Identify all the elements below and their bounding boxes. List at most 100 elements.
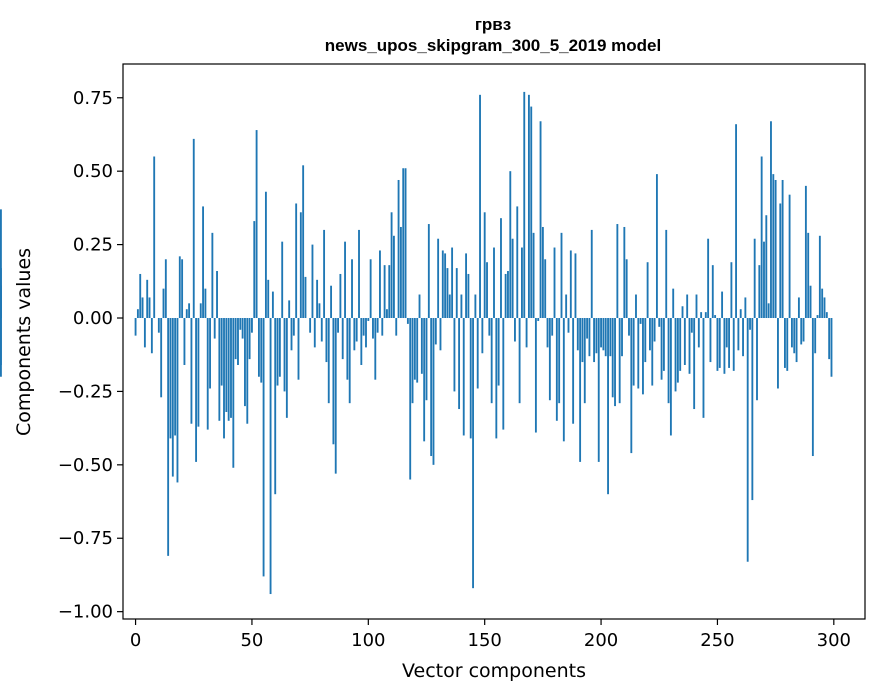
bar-22 — [185, 309, 188, 319]
bar-228 — [665, 229, 668, 319]
bar-60 — [274, 318, 277, 495]
bar-24 — [190, 318, 193, 424]
bar-171 — [532, 232, 535, 319]
bar-147 — [476, 318, 479, 389]
x-tick-label: 50 — [240, 630, 263, 651]
bar-178 — [548, 318, 551, 401]
bar-198 — [595, 318, 598, 354]
bar-132 — [441, 250, 444, 319]
bar-141 — [462, 318, 465, 436]
bar-164 — [516, 206, 519, 319]
bar-26 — [195, 318, 198, 462]
x-axis-label: Vector components — [402, 660, 586, 682]
bar-247 — [709, 318, 712, 363]
bar-294 — [818, 235, 821, 319]
bar-284 — [795, 318, 798, 363]
bar-78 — [316, 279, 319, 318]
bar-57 — [267, 279, 270, 318]
bar-46 — [241, 318, 244, 339]
bar-1 — [136, 309, 139, 319]
bar-73 — [304, 276, 307, 319]
bar-85 — [332, 318, 335, 445]
bar-117 — [406, 318, 409, 324]
y-axis-ticks: −1.00 −0.75 −0.50 −0.25 0.00 0.25 0.50 0.75 — [58, 88, 123, 623]
bar-63 — [281, 241, 284, 319]
y-tick-label: 0.50 — [73, 161, 113, 182]
bar-108 — [386, 309, 388, 319]
bar-52 — [255, 130, 258, 319]
bar-259 — [737, 318, 740, 351]
bar-18 — [176, 318, 179, 483]
bar-297 — [825, 312, 828, 318]
bar-205 — [611, 318, 614, 398]
bar-266 — [753, 238, 756, 319]
bar-256 — [730, 262, 733, 318]
bar-5 — [146, 279, 149, 318]
bar-126 — [427, 224, 430, 319]
bar-28 — [199, 303, 202, 319]
bar-211 — [625, 259, 628, 319]
bar-8 — [153, 156, 156, 319]
bar-176 — [544, 259, 547, 319]
bar-113 — [397, 179, 400, 319]
bar-115 — [402, 168, 405, 319]
bar-155 — [495, 318, 498, 439]
bar-253 — [723, 318, 726, 374]
bar-139 — [458, 318, 461, 410]
bar-244 — [702, 318, 705, 418]
bar-134 — [446, 268, 449, 319]
y-tick-label: 0.00 — [73, 308, 113, 329]
bar-213 — [630, 318, 633, 454]
bar-193 — [583, 318, 586, 404]
bar-230 — [669, 318, 672, 436]
bar-161 — [509, 171, 512, 319]
bar-72 — [302, 165, 305, 319]
bar-177 — [546, 318, 549, 348]
bar-114 — [399, 226, 402, 319]
bar-62 — [278, 318, 281, 377]
bar-160 — [507, 271, 509, 318]
bar-107 — [383, 265, 386, 319]
bar-200 — [600, 318, 602, 348]
bar-292 — [814, 318, 817, 354]
bar-152 — [488, 318, 491, 336]
bar-97 — [360, 318, 363, 365]
y-tick-label: −1.00 — [58, 602, 113, 623]
bar-123 — [420, 318, 423, 374]
bar-188 — [572, 318, 575, 424]
bar-209 — [621, 318, 623, 357]
bar-157 — [500, 218, 502, 319]
bar-299 — [830, 318, 833, 377]
bar-29 — [202, 206, 204, 319]
bar-49 — [248, 318, 251, 360]
bar-199 — [597, 318, 600, 462]
bar-274 — [772, 174, 775, 319]
x-tick-label: 0 — [130, 630, 141, 651]
bar-undefined — [0, 318, 2, 365]
bar-30 — [204, 288, 207, 319]
bar-158 — [502, 318, 505, 430]
bar-291 — [811, 318, 814, 457]
bar-174 — [539, 121, 542, 319]
bar-54 — [260, 318, 263, 383]
bar-159 — [504, 273, 507, 319]
x-tick-label: 150 — [468, 630, 502, 651]
bar-59 — [271, 291, 274, 319]
bar-225 — [658, 318, 661, 327]
bar-89 — [341, 318, 344, 360]
bar-7 — [150, 318, 153, 354]
bar-180 — [553, 247, 556, 319]
bar-75 — [309, 318, 312, 333]
bar-203 — [607, 318, 609, 495]
bar-109 — [388, 265, 391, 319]
x-tick-label: 300 — [817, 630, 851, 651]
bar-170 — [530, 106, 533, 319]
bar-293 — [816, 315, 819, 319]
bar-41 — [230, 318, 232, 418]
bar-11 — [160, 318, 163, 398]
bar-48 — [246, 318, 249, 424]
bar-238 — [688, 318, 691, 374]
bar-277 — [779, 203, 782, 318]
bar-56 — [264, 191, 267, 319]
bar-66 — [288, 300, 291, 319]
